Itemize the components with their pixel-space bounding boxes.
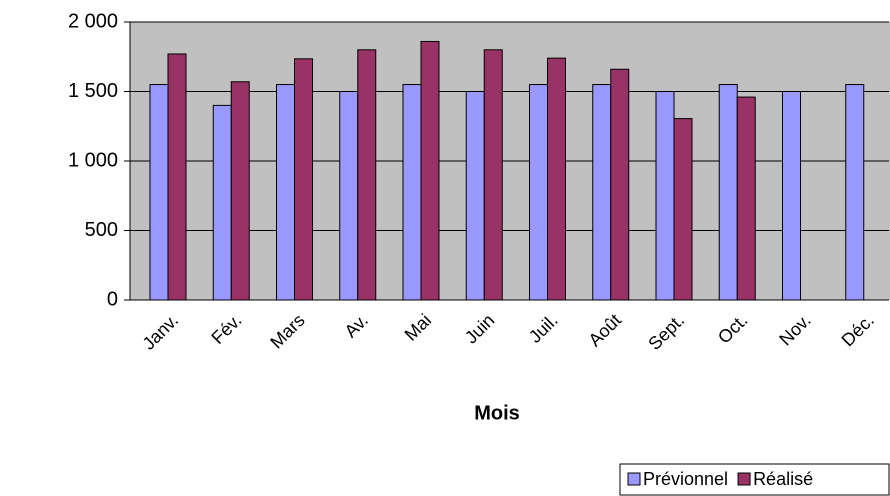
legend-swatch — [627, 472, 641, 486]
x-tick-label: Nov. — [775, 310, 814, 349]
bar — [547, 57, 566, 301]
x-tick-label: Août — [585, 310, 625, 350]
x-tick-label: Janv. — [139, 310, 183, 354]
legend-swatch — [737, 472, 751, 486]
y-tick-label: 2 000 — [68, 10, 118, 32]
x-tick-label: Oct. — [714, 310, 751, 347]
x-tick-label: Mai — [401, 310, 436, 345]
legend-box — [619, 463, 890, 496]
bar — [420, 40, 440, 301]
y-tick-label: 500 — [85, 219, 118, 241]
x-tick-label: Mars — [266, 310, 308, 352]
y-tick-label: 1 500 — [68, 80, 118, 102]
bar — [483, 49, 503, 301]
bar — [673, 118, 693, 301]
bar — [736, 96, 756, 301]
x-tick-label: Juil. — [525, 310, 562, 347]
bar — [402, 84, 422, 301]
bar — [230, 81, 250, 301]
bar — [167, 53, 187, 301]
bar — [339, 91, 359, 301]
bar — [529, 84, 548, 301]
x-tick-label: Av. — [341, 310, 372, 341]
bar — [276, 84, 295, 301]
bar — [845, 84, 865, 301]
legend-label: Prévionnel — [643, 469, 728, 489]
bar — [610, 68, 630, 301]
x-axis-label: Mois — [474, 402, 520, 424]
y-tick-label: 0 — [107, 288, 118, 310]
bar — [655, 91, 675, 301]
legend-label: Réalisé — [753, 469, 813, 489]
x-tick-label: Déc. — [838, 310, 878, 350]
bar — [294, 58, 313, 301]
bar — [465, 91, 485, 301]
y-tick-label: 1 000 — [68, 149, 118, 171]
x-tick-label: Juin — [461, 310, 498, 347]
bar — [718, 84, 738, 301]
x-tick-label: Fév. — [207, 310, 245, 348]
bar — [592, 84, 612, 301]
bar — [782, 91, 801, 301]
x-tick-label: Sept. — [644, 310, 688, 354]
bar — [149, 84, 169, 301]
bar — [357, 49, 377, 301]
bar — [212, 104, 232, 301]
